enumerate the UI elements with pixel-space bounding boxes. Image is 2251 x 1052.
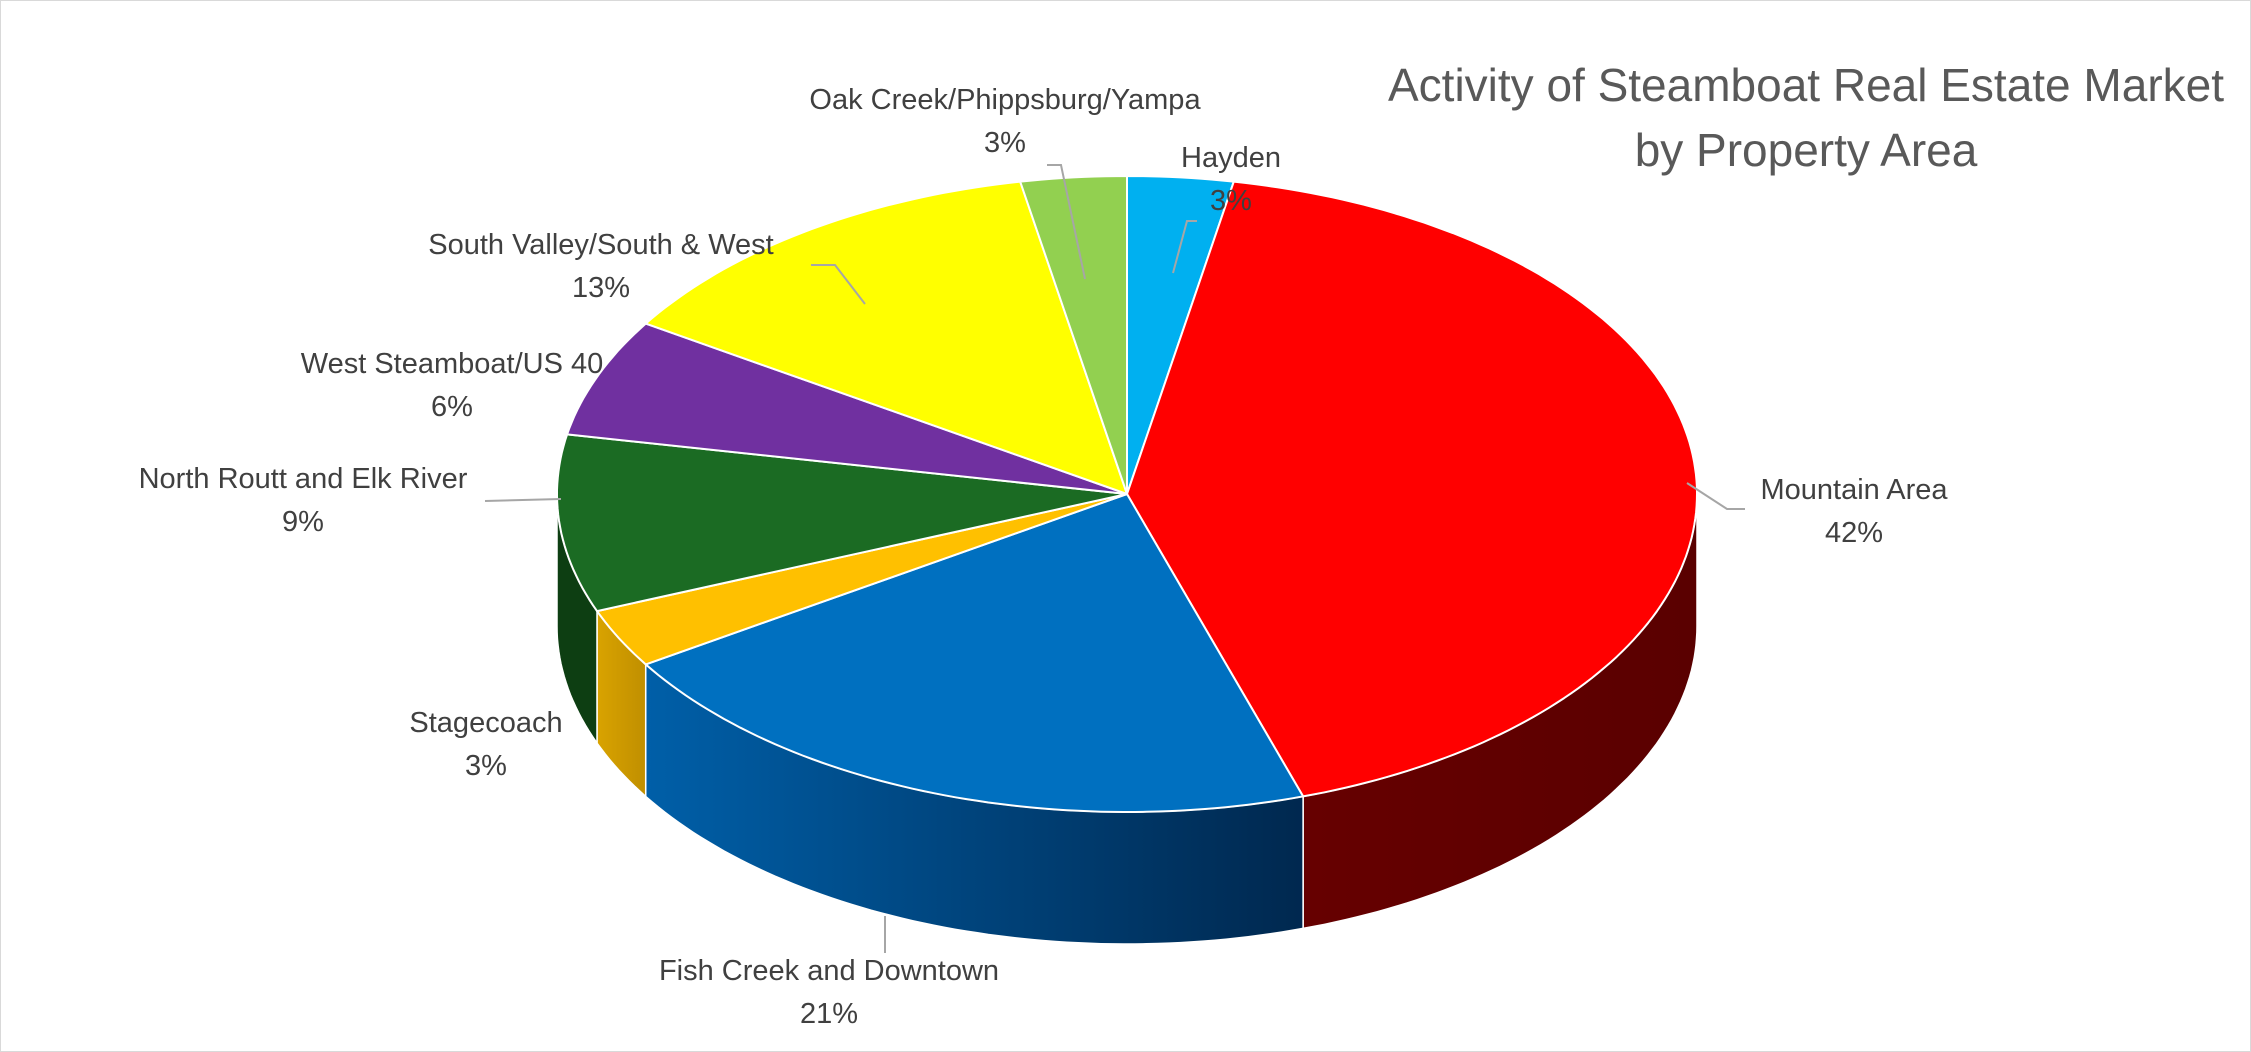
leader-line-north-routt-and-elk-river bbox=[484, 498, 562, 502]
chart-title-line-1: Activity of Steamboat Real Estate Market bbox=[1388, 59, 2224, 111]
label-percent-north-routt-and-elk-river: 9% bbox=[282, 506, 324, 538]
label-name-west-steamboat-us-40: West Steamboat/US 40 bbox=[301, 348, 604, 380]
label-name-south-valley-south-west: South Valley/South & West bbox=[428, 229, 774, 261]
label-percent-south-valley-south-west: 13% bbox=[572, 272, 630, 304]
leader-line-oak-creek-phippsburg-yampa bbox=[1047, 164, 1086, 280]
leader-lines bbox=[484, 164, 1745, 953]
slice-south-valley-south-west bbox=[644, 180, 1128, 495]
label-percent-west-steamboat-us-40: 6% bbox=[431, 391, 473, 423]
label-name-hayden: Hayden bbox=[1181, 142, 1281, 174]
slice-west-steamboat-us-40 bbox=[566, 322, 1128, 495]
slice-oak-creek-phippsburg-yampa bbox=[1019, 175, 1128, 495]
pie-top-faces bbox=[556, 175, 1698, 813]
slice-mountain-area bbox=[1126, 180, 1698, 798]
leader-line-hayden bbox=[1172, 220, 1197, 274]
label-percent-fish-creek-and-downtown: 21% bbox=[800, 998, 858, 1030]
label-percent-mountain-area: 42% bbox=[1825, 517, 1883, 549]
label-name-fish-creek-and-downtown: Fish Creek and Downtown bbox=[659, 955, 999, 987]
label-percent-hayden: 3% bbox=[1210, 185, 1252, 217]
label-name-oak-creek-phippsburg-yampa: Oak Creek/Phippsburg/Yampa bbox=[809, 84, 1201, 116]
slice-stagecoach bbox=[596, 493, 1128, 666]
label-percent-stagecoach: 3% bbox=[465, 750, 507, 782]
chart-title-line-2: by Property Area bbox=[1635, 124, 1978, 176]
chart-title: Activity of Steamboat Real Estate Market… bbox=[1388, 59, 2224, 176]
slice-fish-creek-and-downtown bbox=[644, 493, 1305, 813]
leader-line-south-valley-south-west bbox=[811, 264, 866, 305]
leader-line-mountain-area bbox=[1686, 482, 1745, 510]
label-name-north-routt-and-elk-river: North Routt and Elk River bbox=[139, 463, 468, 495]
label-name-stagecoach: Stagecoach bbox=[409, 707, 562, 739]
label-percent-oak-creek-phippsburg-yampa: 3% bbox=[984, 127, 1026, 159]
label-name-mountain-area: Mountain Area bbox=[1760, 474, 1948, 506]
data-labels: Hayden 3% Mountain Area 42% Fish Creek and D… bbox=[139, 84, 1949, 1030]
slice-north-routt-and-elk-river bbox=[556, 433, 1128, 613]
